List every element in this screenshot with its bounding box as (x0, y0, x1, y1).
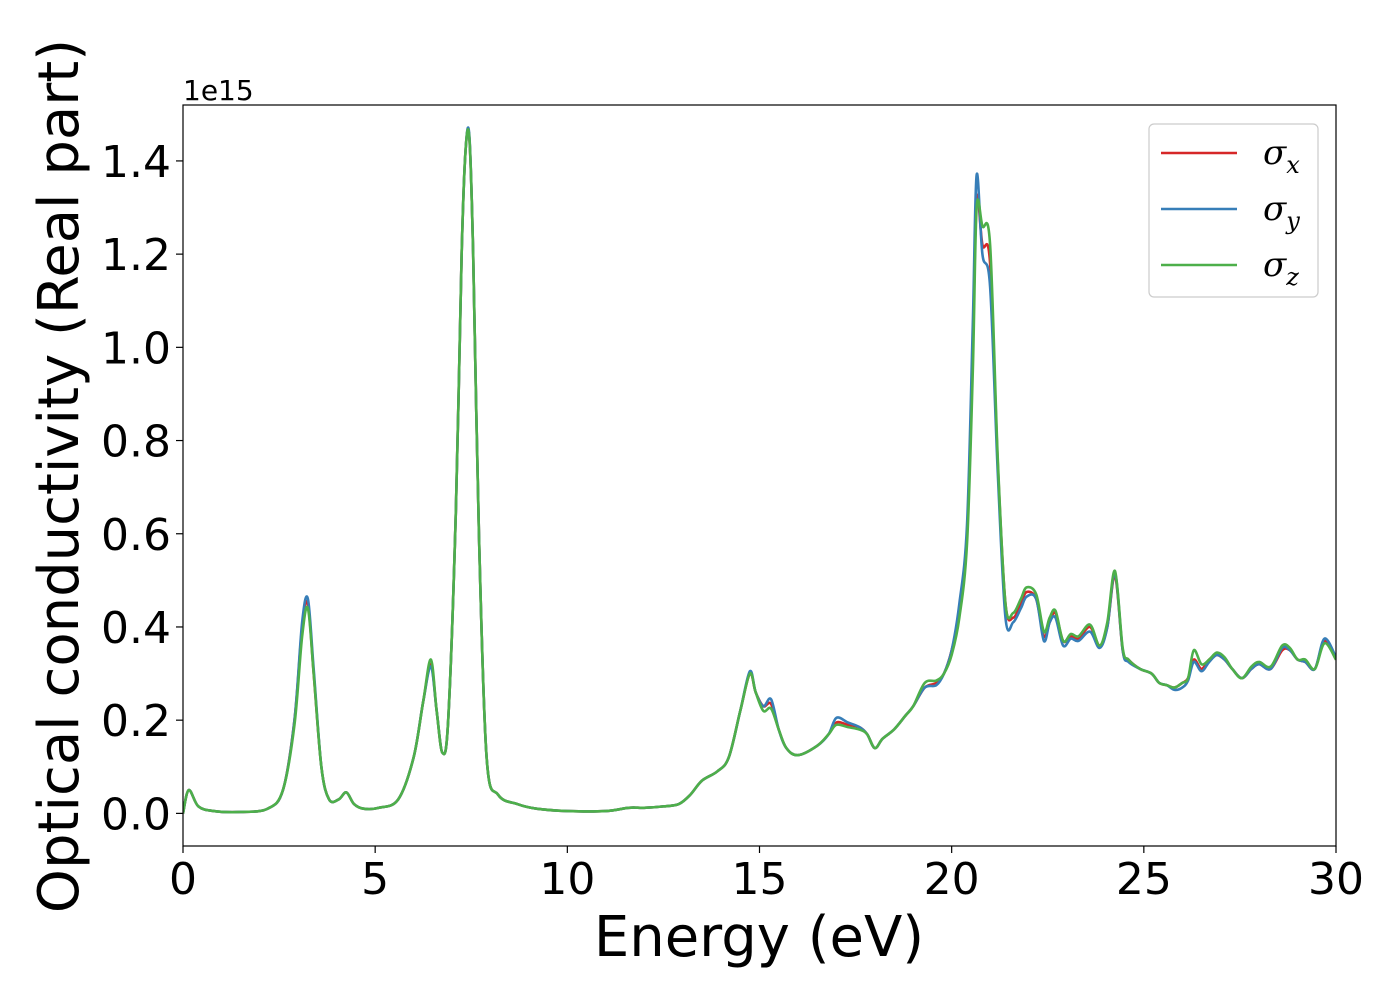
x-tick-label: 10 (539, 854, 595, 905)
y-tick-label: 1.4 (101, 137, 171, 188)
legend-label-1: σx (1263, 133, 1300, 179)
legend-label-3: σz (1263, 245, 1299, 291)
legend: σx σy σz (1148, 123, 1319, 298)
legend-label-2: σy (1263, 189, 1300, 235)
y-tick-label: 0.6 (101, 510, 171, 561)
y-tick-label: 0.4 (101, 603, 171, 654)
series-line-3 (183, 128, 1336, 814)
plot-lines (183, 126, 1336, 814)
y-tick-label: 0.8 (101, 417, 171, 468)
x-tick-label: 20 (924, 854, 980, 905)
y-axis-label: Optical conductivity (Real part) (27, 39, 92, 913)
y-axis-ticks: 0.0 0.2 0.4 0.6 0.8 1.0 1.2 1.4 (101, 137, 183, 840)
x-tick-label: 0 (169, 854, 197, 905)
x-tick-label: 5 (361, 854, 389, 905)
x-axis-label: Energy (eV) (594, 905, 924, 970)
y-tick-label: 0.0 (101, 789, 171, 840)
y-tick-label: 0.2 (101, 696, 171, 747)
x-tick-label: 25 (1116, 854, 1172, 905)
y-tick-label: 1.0 (101, 323, 171, 374)
y-offset-label: 1e15 (183, 74, 254, 107)
x-axis-ticks: 0 5 10 15 20 25 30 (169, 846, 1364, 905)
legend-box (1148, 123, 1319, 298)
x-tick-label: 30 (1308, 854, 1364, 905)
x-tick-label: 15 (732, 854, 788, 905)
y-tick-label: 1.2 (101, 230, 171, 281)
